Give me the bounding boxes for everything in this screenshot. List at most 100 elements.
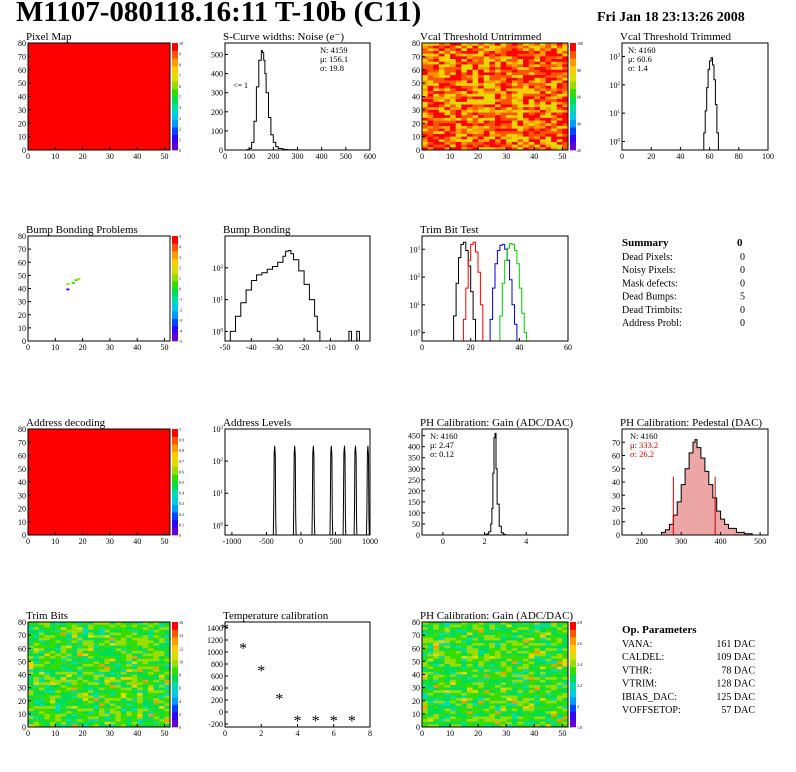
heatmap-cell	[517, 671, 524, 675]
heatmap-cell	[511, 698, 518, 702]
heatmap-cell	[126, 692, 133, 696]
heatmap-cell	[49, 721, 56, 725]
heatmap-cell	[438, 136, 445, 140]
heatmap-cell	[461, 77, 468, 81]
palette-tick-label: 10	[179, 659, 183, 664]
heatmap-cell	[427, 83, 434, 87]
heatmap-cell	[506, 91, 513, 95]
heatmap-cell	[153, 643, 160, 646]
heatmap-cell	[495, 139, 501, 143]
heatmap-cell	[450, 635, 456, 639]
heatmap-cell	[562, 48, 569, 52]
heatmap-cell	[455, 713, 462, 717]
heatmap-cell	[444, 635, 451, 639]
heatmap-cell	[461, 703, 468, 707]
heatmap-cell	[38, 648, 45, 652]
heatmap-cell	[88, 724, 94, 728]
heatmap-cell	[461, 674, 468, 678]
heatmap-cell	[450, 637, 456, 641]
heatmap-cell	[534, 708, 541, 712]
heatmap-cell	[489, 706, 496, 709]
heatmap-cell	[523, 72, 529, 76]
y-tick-label: 500	[211, 50, 223, 59]
heatmap-cell	[433, 624, 440, 628]
heatmap-cell	[126, 671, 133, 675]
heatmap-cell	[489, 640, 496, 644]
heatmap-cell	[478, 53, 485, 57]
heatmap-cell	[478, 698, 485, 702]
heatmap-cell	[131, 666, 138, 670]
heatmap-cell	[562, 123, 569, 127]
heatmap-cell	[489, 117, 496, 121]
heatmap-cell	[120, 645, 127, 649]
heatmap-cell	[438, 706, 445, 709]
heatmap-cell	[33, 716, 40, 720]
heatmap-cell	[433, 80, 440, 84]
heatmap-cell	[148, 624, 154, 628]
heatmap-cell	[511, 59, 518, 63]
heatmap-cell	[545, 635, 552, 639]
heatmap-cell	[483, 112, 490, 116]
heatmap-cell	[551, 141, 558, 145]
heatmap-cell	[148, 719, 154, 723]
heatmap-cell	[88, 690, 94, 694]
heatmap-cell	[562, 706, 569, 709]
heatmap-cell	[455, 67, 462, 71]
heatmap-cell	[511, 80, 518, 84]
heatmap-cell	[120, 643, 127, 646]
heatmap-cell	[517, 99, 524, 103]
y-tick-label: 400	[211, 684, 223, 693]
heatmap-cell	[455, 120, 462, 124]
heatmap-cell	[528, 67, 535, 71]
heatmap-cell	[455, 101, 462, 105]
heatmap-cell	[539, 48, 546, 52]
heatmap-cell	[438, 716, 445, 720]
heatmap-cell	[44, 690, 51, 694]
heatmap-cell	[104, 703, 111, 707]
heatmap-cell	[131, 713, 138, 717]
heatmap-cell	[511, 115, 518, 119]
chart-temperature-calibration: Temperature calibration***** * * *0 2 4 6 8-200…	[207, 610, 372, 738]
heatmap-cell	[455, 85, 462, 89]
heatmap-cell	[478, 708, 485, 712]
x-tick-label: 20	[79, 343, 87, 352]
heatmap-cell	[444, 99, 451, 103]
op-parameters-row-value: 161 DAC	[716, 639, 755, 650]
heatmap-cell	[433, 93, 440, 97]
x-tick-label: 30	[106, 152, 114, 161]
heatmap-cell	[422, 147, 428, 151]
heatmap-cell	[427, 117, 434, 121]
heatmap-cell	[88, 666, 94, 670]
heatmap-cell	[495, 690, 501, 694]
heatmap-cell	[455, 45, 462, 49]
heatmap-cell	[517, 627, 524, 631]
palette-tick-label: 1	[179, 276, 181, 281]
bump-defect-cell	[71, 281, 75, 284]
heatmap-cell	[466, 677, 473, 681]
heatmap-cell	[455, 679, 462, 683]
heatmap-cell	[472, 648, 479, 652]
heatmap-cell	[545, 120, 552, 124]
palette-segment	[172, 43, 178, 51]
heatmap-cell	[506, 692, 513, 696]
palette-segment	[172, 652, 178, 660]
heatmap-cell	[164, 624, 171, 628]
heatmap-cell	[164, 719, 171, 723]
heatmap-cell	[517, 125, 524, 129]
heatmap-cell	[109, 703, 116, 707]
heatmap-cell	[422, 640, 428, 644]
heatmap-cell	[545, 632, 552, 636]
heatmap-cell	[489, 139, 496, 143]
heatmap-cell	[500, 687, 507, 691]
heatmap-cell	[545, 706, 552, 709]
heatmap-cell	[438, 99, 445, 103]
heatmap-cell	[551, 698, 558, 702]
heatmap-cell	[104, 685, 111, 688]
heatmap-cell	[489, 48, 496, 52]
heatmap-cell	[472, 698, 479, 702]
x-tick-label: 0	[420, 729, 424, 738]
heatmap-cell	[551, 703, 558, 707]
heatmap-cell	[478, 719, 485, 723]
x-tick-label: 80	[735, 152, 743, 161]
chart-title: Trim Bit Test	[420, 224, 479, 236]
